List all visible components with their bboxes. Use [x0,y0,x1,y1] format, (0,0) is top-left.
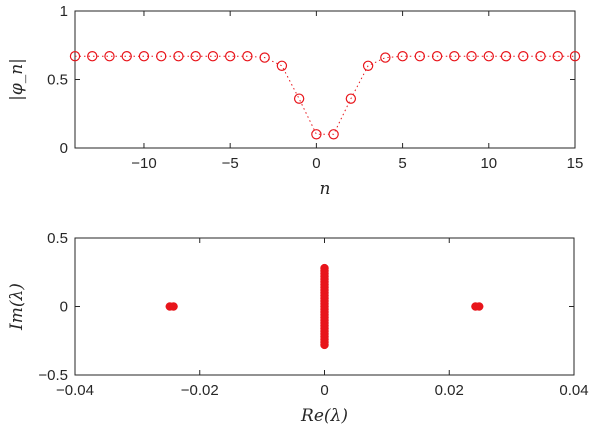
data-point [397,51,408,62]
y-tick-label: 1 [60,3,68,20]
y-tick-label: 0.5 [47,72,68,89]
data-point [449,51,460,62]
x-tick-label: −5 [222,155,239,172]
data-point [380,52,391,63]
data-point [276,60,288,72]
series-line [75,55,575,135]
data-point [173,51,184,62]
data-point [311,129,322,140]
data-point [431,51,443,62]
eigenvalue-point [169,302,178,311]
data-point [535,51,546,62]
x-tick-label: −0.04 [56,382,94,399]
data-point [293,93,305,104]
data-point [483,51,494,62]
x-axis-label: n [320,179,331,199]
data-point [328,129,339,140]
y-axis-label: |φ_n| [7,58,27,101]
data-point [569,51,581,62]
x-tick-label: 0 [312,155,320,172]
data-point [156,51,167,62]
x-tick-label: 10 [480,155,497,172]
y-tick-label: 0.5 [47,230,68,247]
data-point [242,51,253,62]
data-point [69,51,81,62]
x-tick-label: −10 [131,155,156,172]
data-point [414,51,426,62]
x-tick-label: 0.02 [435,382,464,399]
data-point [224,51,236,62]
eigenvalue-point [320,263,329,273]
y-tick-label: 0 [60,140,68,157]
data-point [207,51,219,62]
y-axis-label: Im(λ) [7,283,27,331]
x-tick-label: −0.02 [181,382,219,399]
x-tick-label: 0.04 [559,382,588,399]
data-point [466,51,477,62]
data-point [345,93,357,104]
data-point [500,51,512,62]
data-point [518,51,529,62]
data-point [121,51,132,62]
data-point [259,52,270,63]
data-point [87,51,98,62]
x-tick-label: 5 [398,155,406,172]
data-point [104,51,115,62]
data-point [138,51,150,62]
eigenvalue-point [474,302,484,311]
spectrum-plot: −0.04 −0.02 0 0.02 0.04 −0.5 0 0.5 Re(λ) Im(λ) [7,230,589,426]
data-point [552,51,563,62]
y-tick-label: 0 [60,299,68,316]
x-tick-label: 0 [320,382,328,399]
data-point [362,60,374,72]
data-point [190,51,201,62]
x-axis-label: Re(λ) [300,406,348,426]
phi-profile-plot: −10 −5 0 5 10 15 0 0.5 1 n |φ_n| [7,3,583,199]
axes-box [74,10,576,149]
x-tick-label: 15 [567,155,584,172]
y-tick-label: −0.5 [38,367,68,384]
